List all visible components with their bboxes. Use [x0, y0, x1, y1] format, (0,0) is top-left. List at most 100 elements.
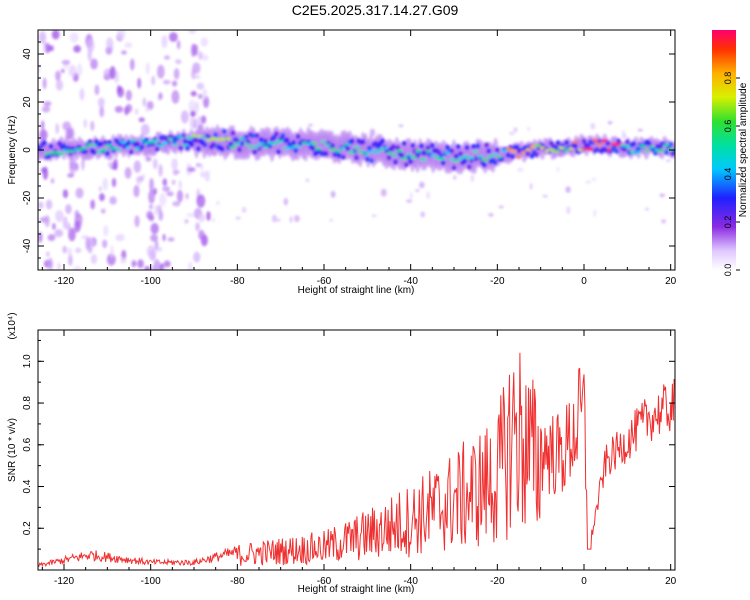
band-body: [473, 156, 478, 162]
band-highlight: [406, 153, 412, 157]
spectral-speckle: [149, 177, 154, 192]
band-body: [564, 140, 569, 146]
spectral-speckle: [38, 201, 44, 210]
spectral-speckle: [637, 128, 643, 132]
spectral-speckle: [48, 257, 54, 270]
band-body: [274, 131, 279, 137]
band-highlight: [619, 144, 628, 148]
spectral-speckle: [187, 261, 193, 270]
band-body: [369, 158, 374, 164]
spectral-speckle: [42, 77, 47, 90]
band-body: [482, 162, 487, 168]
band-body: [440, 160, 446, 166]
band-highlight: [472, 150, 479, 153]
spectral-speckle: [426, 191, 430, 199]
band-body: [341, 154, 346, 160]
spectral-speckle: [85, 237, 91, 251]
band-body: [646, 140, 652, 146]
band-highlight: [115, 147, 121, 151]
colorbar-label: Normalized spectral amplitude: [738, 82, 749, 217]
band-highlight: [185, 136, 194, 140]
band-highlight: [76, 147, 84, 151]
band-body: [404, 162, 409, 168]
band-highlight: [325, 143, 331, 147]
band-body: [367, 145, 372, 151]
band-body: [213, 132, 218, 138]
spectral-speckle: [54, 229, 64, 238]
spectral-speckle: [115, 234, 124, 242]
spectral-speckle: [137, 259, 144, 269]
band-highlight: [487, 155, 493, 158]
band-highlight: [453, 159, 460, 163]
spectral-speckle: [62, 216, 68, 230]
spectral-speckle: [190, 110, 196, 118]
spectral-speckle: [188, 30, 197, 34]
band-highlight: [105, 144, 113, 147]
spectral-speckle: [79, 88, 85, 101]
spectral-speckle: [74, 220, 81, 233]
band-body: [61, 143, 67, 149]
band-highlight: [649, 145, 655, 149]
y-tick-label: 0.4: [22, 479, 33, 493]
spectral-speckle: [81, 156, 85, 171]
band-highlight: [197, 134, 202, 138]
band-body: [92, 149, 97, 155]
band-body: [594, 147, 600, 153]
band-highlight: [86, 143, 93, 147]
spectral-speckle: [202, 54, 209, 62]
spectral-speckle: [83, 118, 88, 129]
band-highlight: [176, 135, 184, 139]
band-body: [258, 137, 264, 143]
spectral-speckle: [235, 216, 241, 220]
spectral-speckle: [153, 188, 157, 195]
band-body: [401, 140, 407, 146]
band-highlight: [228, 145, 237, 149]
band-highlight: [662, 143, 670, 147]
spectral-speckle: [142, 97, 146, 107]
band-highlight: [82, 146, 88, 150]
spectral-speckle: [73, 45, 82, 53]
band-body: [267, 143, 273, 149]
band-body: [211, 142, 216, 148]
band-body: [219, 146, 225, 152]
spectral-speckle: [188, 99, 196, 113]
band-body: [310, 145, 316, 151]
spectral-speckle: [158, 92, 163, 100]
spectral-speckle: [74, 209, 80, 218]
spectral-speckle: [46, 251, 50, 257]
spectral-speckle: [661, 219, 667, 224]
band-highlight: [233, 142, 241, 146]
spectral-speckle: [131, 260, 137, 268]
spectral-speckle: [75, 247, 82, 254]
spectral-speckle: [406, 199, 413, 203]
y-tick-label: 0: [22, 147, 33, 153]
band-highlight: [438, 157, 447, 161]
spectral-speckle: [55, 79, 64, 91]
band-highlight: [376, 148, 385, 152]
band-body: [183, 138, 188, 144]
spectral-speckle: [102, 239, 108, 249]
spectral-speckle: [161, 35, 168, 49]
band-body: [102, 139, 108, 145]
spectral-speckle: [69, 32, 79, 43]
band-highlight: [276, 139, 284, 143]
spectral-speckle: [110, 244, 114, 258]
spectral-speckle: [144, 107, 150, 113]
band-body: [107, 139, 112, 145]
band-highlight: [540, 146, 545, 150]
band-body: [430, 142, 435, 148]
colorbar-tick-label: 0.0: [723, 264, 733, 277]
band-highlight: [596, 142, 603, 146]
band-highlight: [292, 145, 297, 149]
spectral-speckle: [488, 213, 494, 217]
spectral-speckle: [420, 211, 426, 218]
band-body: [144, 137, 149, 143]
spectral-speckle: [607, 120, 613, 125]
spectral-speckle: [97, 97, 105, 108]
band-highlight: [329, 147, 336, 151]
x-tick-label: -120: [54, 576, 74, 587]
snr-y-multiplier: (x10⁴): [7, 312, 18, 339]
spectral-speckle: [186, 213, 195, 218]
spectral-speckle: [133, 185, 140, 198]
spectral-speckle: [193, 251, 201, 263]
